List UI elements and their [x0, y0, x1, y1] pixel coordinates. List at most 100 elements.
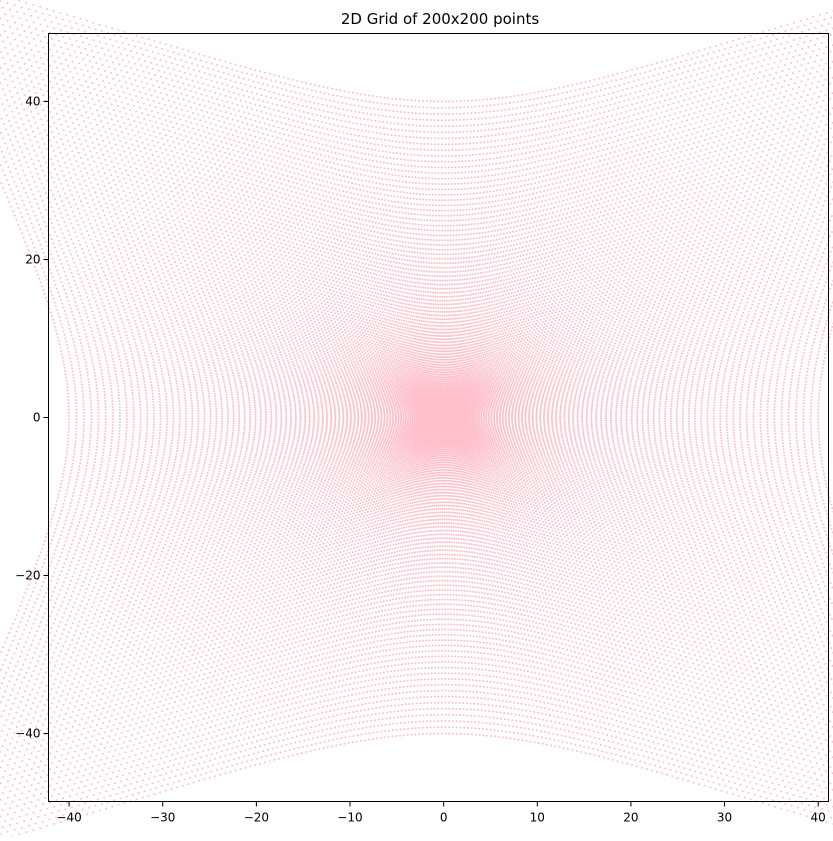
data-point: [69, 547, 71, 549]
data-point: [55, 504, 57, 506]
data-point: [159, 621, 161, 623]
data-point: [75, 399, 77, 401]
data-point: [89, 323, 91, 325]
data-point: [83, 355, 85, 357]
data-point: [93, 777, 95, 779]
data-point: [188, 539, 190, 541]
data-point: [201, 521, 203, 523]
data-point: [181, 375, 183, 377]
data-point: [123, 190, 125, 192]
data-point: [98, 331, 100, 333]
data-point: [72, 576, 74, 578]
data-point: [133, 471, 135, 473]
data-point: [113, 336, 115, 338]
data-point: [82, 393, 84, 395]
data-point: [45, 624, 47, 626]
data-point: [132, 335, 134, 337]
data-point: [78, 273, 80, 275]
data-point: [65, 653, 67, 655]
data-point: [211, 456, 213, 458]
data-point: [2, 646, 4, 648]
data-point: [80, 157, 82, 159]
data-point: [181, 378, 183, 380]
data-point: [96, 446, 98, 448]
data-point: [77, 525, 79, 527]
data-point: [101, 566, 103, 568]
data-point: [82, 205, 84, 207]
data-point: [14, 39, 16, 41]
data-point: [75, 434, 77, 436]
data-point: [64, 466, 66, 468]
data-point: [172, 429, 174, 431]
data-point: [208, 393, 210, 395]
data-point: [93, 536, 95, 538]
data-point: [0, 687, 1, 689]
data-point: [105, 406, 107, 408]
data-point: [27, 134, 29, 136]
data-point: [100, 495, 102, 497]
data-point: [190, 441, 192, 443]
data-point: [161, 348, 163, 350]
data-point: [139, 357, 141, 359]
data-point: [136, 348, 138, 350]
data-point: [191, 415, 193, 417]
data-point: [63, 503, 65, 505]
data-point: [145, 547, 147, 549]
data-point: [110, 258, 112, 260]
data-point: [75, 406, 77, 408]
data-point: [40, 621, 42, 623]
data-point: [105, 702, 107, 704]
data-point: [8, 120, 10, 122]
data-point: [173, 421, 175, 423]
data-point: [59, 277, 61, 279]
data-point: [63, 718, 65, 720]
data-point: [199, 457, 201, 459]
data-point: [170, 382, 172, 384]
data-point: [98, 201, 100, 203]
data-point: [161, 617, 163, 619]
data-point: [108, 460, 110, 462]
data-point: [145, 629, 147, 631]
data-point: [185, 402, 187, 404]
data-point: [79, 368, 81, 370]
data-point: [139, 532, 141, 534]
data-point: [76, 88, 78, 90]
data-point: [81, 704, 83, 706]
data-point: [60, 605, 62, 607]
data-point: [108, 610, 110, 612]
data-point: [120, 623, 122, 625]
data-point: [142, 664, 144, 666]
data-point: [39, 244, 41, 246]
data-point: [155, 463, 157, 465]
data-point: [25, 719, 27, 721]
data-point: [51, 778, 53, 780]
data-point: [154, 253, 156, 255]
data-point: [209, 410, 211, 412]
data-point: [88, 346, 90, 348]
data-point: [35, 61, 37, 63]
data-point: [139, 242, 141, 244]
data-point: [206, 380, 208, 382]
data-point: [127, 646, 129, 648]
data-point: [166, 241, 168, 243]
data-point: [80, 781, 82, 783]
data-point: [119, 552, 121, 554]
data-point: [192, 305, 194, 307]
data-point: [151, 355, 153, 357]
data-point: [86, 619, 88, 621]
data-point: [86, 497, 88, 499]
data-point: [209, 334, 211, 336]
data-point: [35, 45, 37, 47]
data-point: [217, 476, 219, 478]
data-point: [177, 269, 179, 271]
data-point: [96, 529, 98, 531]
data-point: [57, 313, 59, 315]
data-point: [53, 227, 55, 229]
data-point: [149, 567, 151, 569]
data-point: [130, 613, 132, 615]
data-point: [202, 344, 204, 346]
data-point: [118, 391, 120, 393]
data-point: [168, 502, 170, 504]
data-point: [62, 473, 64, 475]
